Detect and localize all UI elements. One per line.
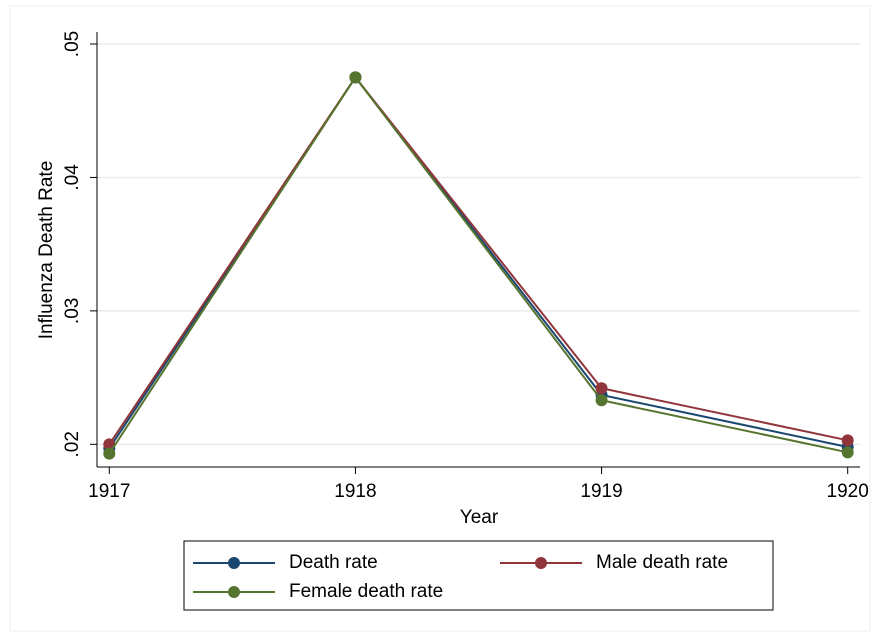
legend-marker (228, 586, 240, 598)
legend-box (183, 540, 774, 611)
series-line (108, 75, 848, 445)
x-axis-label: Year (460, 507, 499, 528)
legend-label: Death rate (289, 552, 378, 573)
series-line (108, 75, 848, 449)
y-tick-label: .05 (62, 31, 83, 57)
x-tick-label: 1918 (334, 481, 376, 502)
y-axis-label: Influenza Death Rate (36, 161, 57, 340)
point (841, 434, 854, 447)
y-tick-label: .02 (62, 431, 83, 457)
legend-marker (228, 557, 240, 569)
y-tick-label: .03 (62, 298, 83, 324)
point (595, 394, 608, 407)
legend-marker (535, 557, 547, 569)
x-tick-label: 1917 (88, 481, 130, 502)
x-tick-label: 1919 (580, 481, 622, 502)
series-line (108, 75, 848, 455)
point (349, 71, 362, 84)
point (103, 447, 116, 460)
point (595, 382, 608, 395)
legend-label: Male death rate (596, 552, 728, 573)
y-tick-label: .04 (62, 164, 83, 191)
legend-label: Female death rate (289, 581, 443, 602)
point (841, 446, 854, 459)
chart-frame (9, 5, 871, 632)
x-tick-label: 1920 (827, 481, 869, 502)
